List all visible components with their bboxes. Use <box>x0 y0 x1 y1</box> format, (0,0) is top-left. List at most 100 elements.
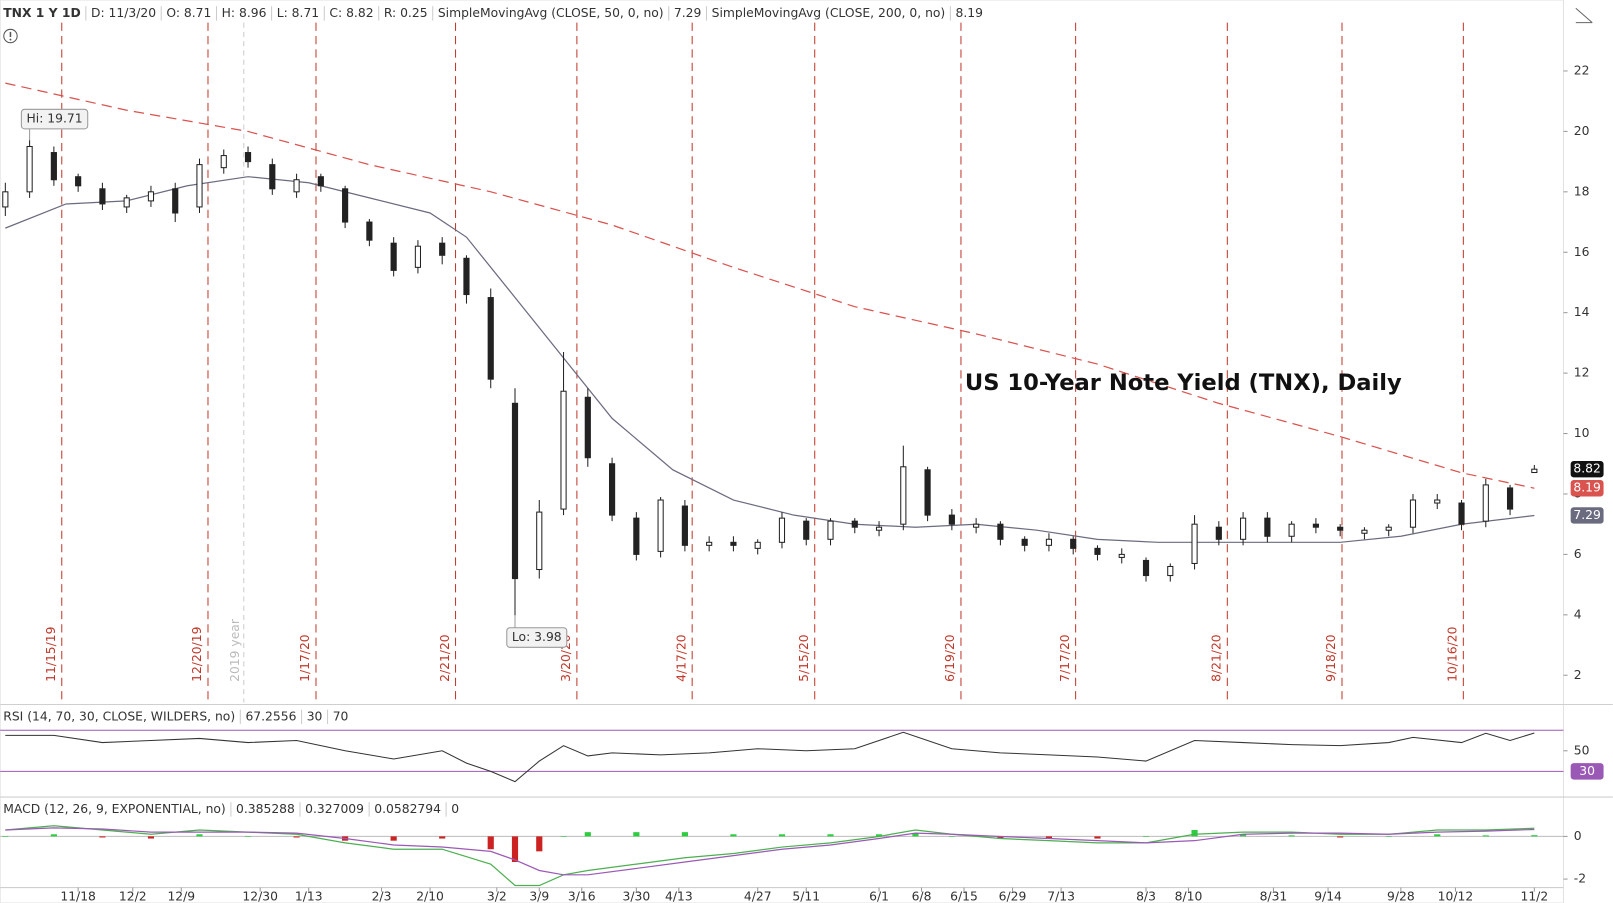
histogram-bar <box>196 834 203 837</box>
header-label: 0.327009 <box>305 802 364 816</box>
candle-body <box>1337 526 1344 531</box>
candle-body <box>924 469 931 516</box>
candle-body <box>220 155 227 169</box>
candle-body <box>997 523 1004 540</box>
candle-body <box>1531 468 1538 474</box>
histogram-bar <box>1531 835 1538 837</box>
candle-body <box>657 499 664 552</box>
y-tick-label: 12 <box>1574 366 1590 380</box>
annotation-box <box>506 627 568 648</box>
event-label: 10/16/20 <box>1446 626 1460 682</box>
candle-body <box>26 145 33 193</box>
y-tick-label: 10 <box>1574 426 1590 440</box>
histogram-bar <box>1142 836 1150 837</box>
chart-title: US 10-Year Note Yield (TNX), Daily <box>965 370 1402 396</box>
last-value-box <box>1570 507 1604 524</box>
candle-body <box>196 164 203 208</box>
macd-line <box>5 827 1535 876</box>
header-label: 0.0582794 <box>374 802 441 816</box>
candle-body <box>75 176 82 187</box>
candle-body <box>439 242 446 256</box>
candle-body <box>1021 538 1028 546</box>
header-label: 0 <box>451 802 459 816</box>
last-value-label: 30 <box>1579 764 1595 778</box>
candle-body <box>681 505 688 546</box>
event-label: 2/21/20 <box>438 634 452 682</box>
y-tick-label: 22 <box>1574 63 1590 77</box>
histogram-bar <box>948 836 955 837</box>
x-tick-label: 6/15 <box>950 889 978 903</box>
x-tick-label: 2/3 <box>372 889 392 903</box>
histogram-bar <box>2 836 9 837</box>
rsi-line <box>5 731 1535 783</box>
candle-body <box>1409 499 1417 528</box>
y-tick-label: 16 <box>1574 245 1590 259</box>
event-label: 1/17/20 <box>298 634 312 682</box>
header-label: 67.2556 <box>245 709 296 723</box>
histogram-bar <box>99 836 106 838</box>
header-label: SimpleMovingAvg (CLOSE, 50, 0, no) <box>438 6 664 20</box>
candle-body <box>1312 523 1319 528</box>
header-label: C: 8.82 <box>329 6 373 20</box>
event-label: 9/18/20 <box>1324 634 1338 682</box>
header-label: H: 8.96 <box>222 6 267 20</box>
histogram-bar <box>1191 830 1198 837</box>
candle-body <box>1142 559 1150 577</box>
last-value-label: 8.82 <box>1573 462 1600 476</box>
x-tick-label: 10/12 <box>1438 889 1474 903</box>
header-label: 70 <box>333 709 349 723</box>
candle-body <box>1191 523 1198 564</box>
candle-body <box>875 526 883 531</box>
candle-body <box>317 176 324 187</box>
candle-body <box>778 517 786 543</box>
histogram-bar <box>875 834 883 837</box>
histogram-bar <box>50 834 57 837</box>
histogram-bar <box>293 836 300 838</box>
candle-body <box>803 520 810 540</box>
candle-body <box>2 191 9 208</box>
y-tick-label: 2 <box>1574 668 1582 682</box>
event-label: 4/17/20 <box>674 634 688 682</box>
y-tick-label: 6 <box>1574 547 1582 561</box>
x-tick-label: 1/13 <box>295 889 323 903</box>
histogram-bar <box>487 836 494 850</box>
candle-body <box>390 242 397 271</box>
annotation-label: Hi: 19.71 <box>27 112 83 126</box>
histogram-bar <box>633 832 640 837</box>
candle-body <box>560 390 567 510</box>
header-label: L: 8.71 <box>277 6 319 20</box>
candle-body <box>1167 565 1174 577</box>
candle-body <box>536 511 543 571</box>
alert-icon[interactable] <box>3 28 18 44</box>
y-tick-label: 14 <box>1574 305 1590 319</box>
header-label: 30 <box>307 709 323 723</box>
candle-body <box>1385 526 1392 531</box>
x-tick-label: 3/30 <box>623 889 651 903</box>
x-tick-label: 12/30 <box>242 889 278 903</box>
x-tick-label: 12/9 <box>167 889 195 903</box>
histogram-bar <box>912 833 919 837</box>
candle-body <box>463 257 470 296</box>
header-label: 7.29 <box>674 6 701 20</box>
x-tick-label: 4/13 <box>665 889 693 903</box>
header-label: MACD (12, 26, 9, EXPONENTIAL, no) <box>3 802 225 816</box>
candle-body <box>1288 523 1295 537</box>
candle-body <box>1118 553 1125 558</box>
candle-body <box>827 520 834 540</box>
histogram-bar <box>1240 834 1247 837</box>
candle-body <box>487 297 494 380</box>
scale-icon[interactable] <box>1575 7 1593 24</box>
event-label: 5/15/20 <box>797 634 811 682</box>
x-tick-label: 6/29 <box>999 889 1027 903</box>
x-tick-label: 9/14 <box>1314 889 1342 903</box>
event-label: 6/19/20 <box>943 634 957 682</box>
histogram-bar <box>730 834 737 837</box>
x-tick-label: 7/13 <box>1047 889 1075 903</box>
candle-body <box>1215 526 1222 540</box>
candle-body <box>973 523 980 528</box>
candle-body <box>244 152 252 163</box>
histogram-bar <box>778 834 786 837</box>
last-value-box <box>1570 460 1604 478</box>
moving-average <box>5 176 1535 543</box>
